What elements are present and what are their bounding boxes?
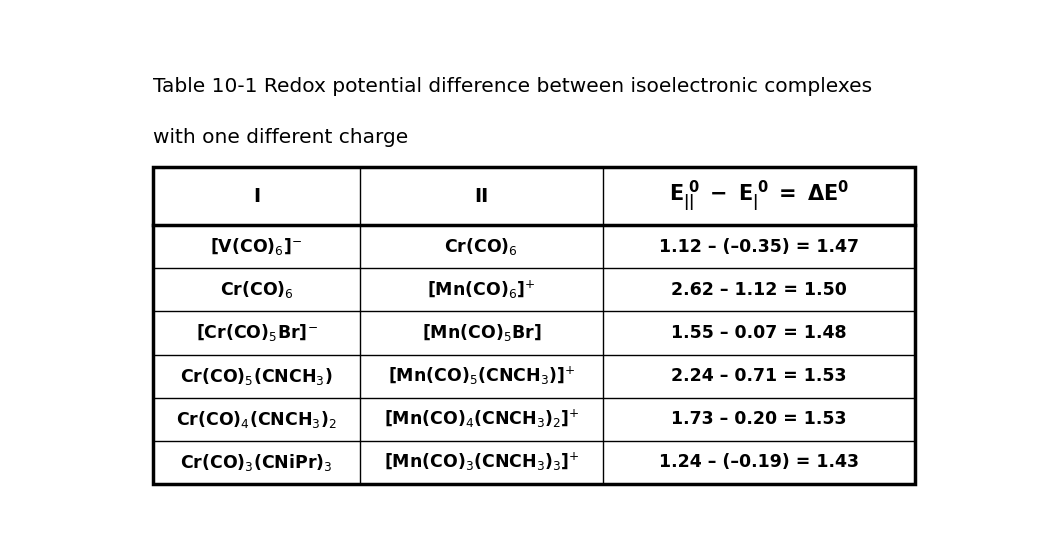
Text: [Mn(CO)$_5$(CNCH$_3$)]$^{+}$: [Mn(CO)$_5$(CNCH$_3$)]$^{+}$ (388, 365, 575, 387)
Text: 1.24 – (–0.19) = 1.43: 1.24 – (–0.19) = 1.43 (659, 453, 859, 471)
Text: 1.73 – 0.20 = 1.53: 1.73 – 0.20 = 1.53 (671, 410, 847, 428)
Text: 1.55 – 0.07 = 1.48: 1.55 – 0.07 = 1.48 (671, 324, 847, 342)
Text: Table 10-1 Redox potential difference between isoelectronic complexes: Table 10-1 Redox potential difference be… (153, 77, 872, 96)
Text: [Mn(CO)$_3$(CNCH$_3$)$_3$]$^{+}$: [Mn(CO)$_3$(CNCH$_3$)$_3$]$^{+}$ (383, 451, 579, 473)
Text: Cr(CO)$_6$: Cr(CO)$_6$ (445, 237, 518, 258)
Text: [Mn(CO)$_5$Br]: [Mn(CO)$_5$Br] (422, 322, 541, 343)
Text: 2.24 – 0.71 = 1.53: 2.24 – 0.71 = 1.53 (671, 367, 847, 385)
Text: [Cr(CO)$_5$Br]$^{-}$: [Cr(CO)$_5$Br]$^{-}$ (196, 322, 318, 343)
Text: [V(CO)$_6$]$^{-}$: [V(CO)$_6$]$^{-}$ (210, 237, 302, 258)
Text: I: I (253, 187, 260, 206)
Bar (153, 167, 915, 484)
Text: Cr(CO)$_5$(CNCH$_3$): Cr(CO)$_5$(CNCH$_3$) (180, 366, 332, 387)
Text: 1.12 – (–0.35) = 1.47: 1.12 – (–0.35) = 1.47 (659, 238, 859, 256)
Text: II: II (474, 187, 489, 206)
Text: Cr(CO)$_3$(CNiPr)$_3$: Cr(CO)$_3$(CNiPr)$_3$ (180, 452, 332, 473)
Text: [Mn(CO)$_6$]$^{+}$: [Mn(CO)$_6$]$^{+}$ (427, 279, 536, 301)
Text: Cr(CO)$_6$: Cr(CO)$_6$ (220, 279, 294, 300)
Text: [Mn(CO)$_4$(CNCH$_3$)$_2$]$^{+}$: [Mn(CO)$_4$(CNCH$_3$)$_2$]$^{+}$ (383, 408, 579, 430)
Text: with one different charge: with one different charge (153, 129, 408, 147)
Text: Cr(CO)$_4$(CNCH$_3$)$_2$: Cr(CO)$_4$(CNCH$_3$)$_2$ (176, 409, 337, 429)
Text: 2.62 – 1.12 = 1.50: 2.62 – 1.12 = 1.50 (671, 281, 847, 299)
Text: $\mathbf{E_{\vert\vert}^{\ 0}\ -\ E_{\vert}^{\ 0}\ =\ \Delta E^{0}}$: $\mathbf{E_{\vert\vert}^{\ 0}\ -\ E_{\ve… (669, 178, 849, 214)
